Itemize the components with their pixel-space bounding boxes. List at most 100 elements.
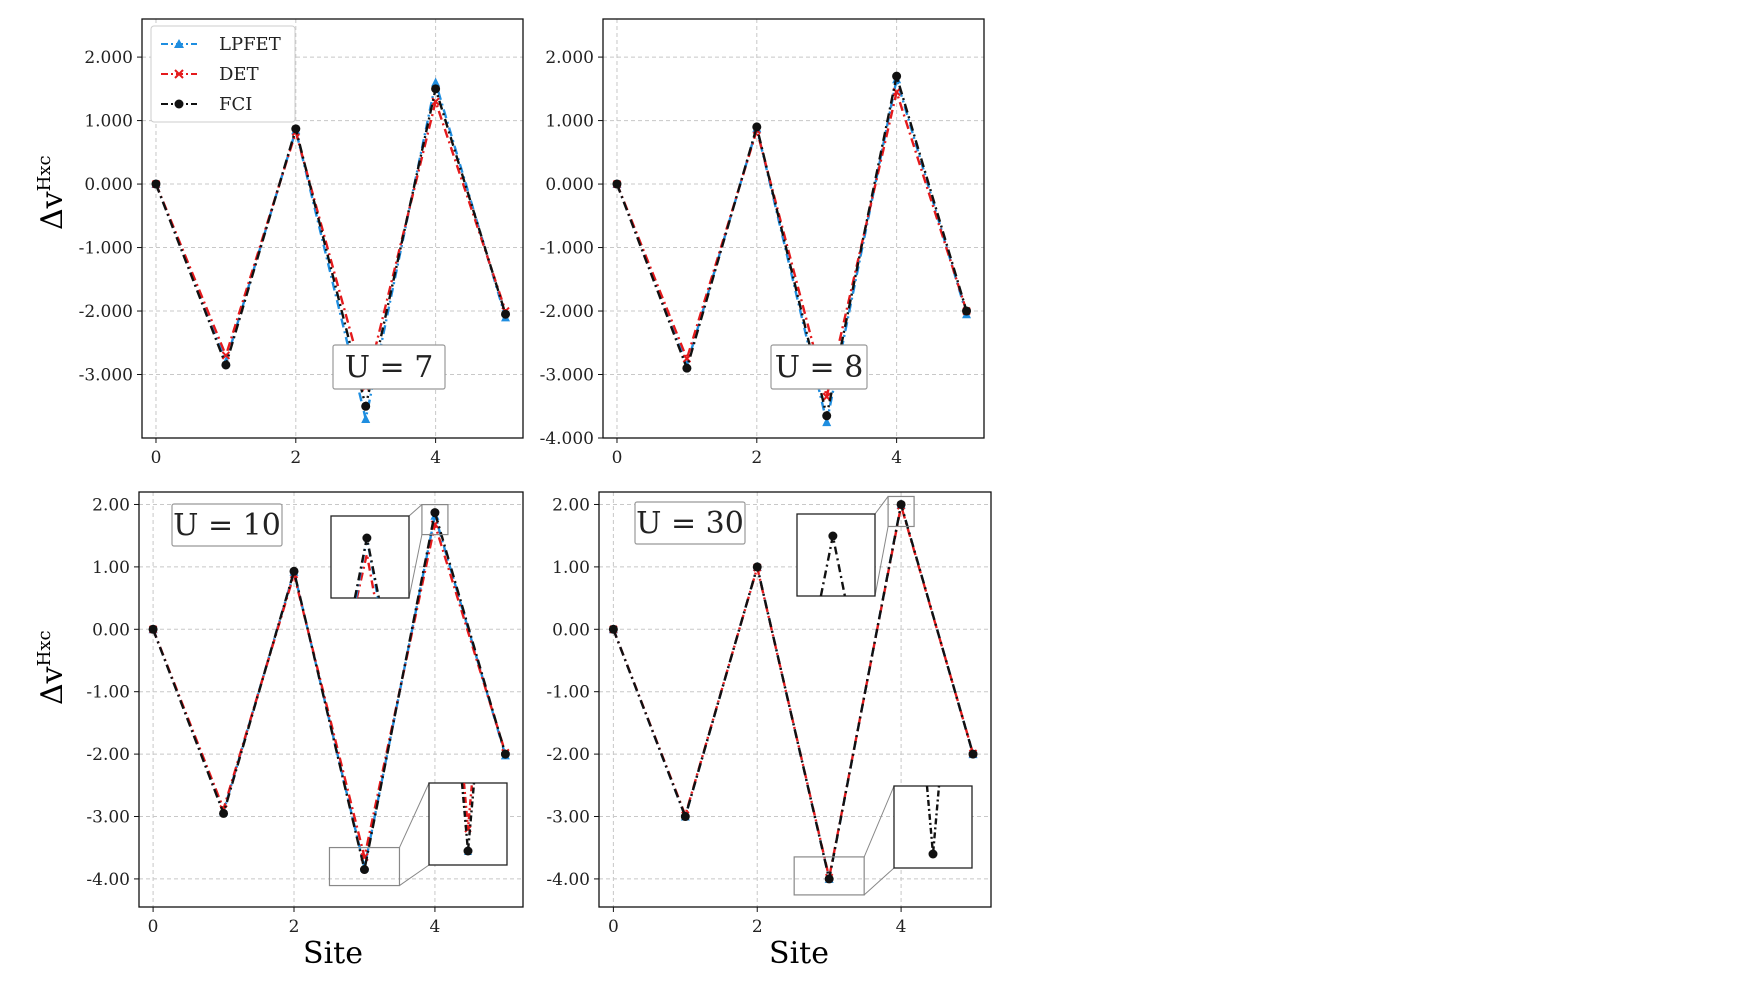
- inset-peak: [330, 503, 449, 599]
- point-fci: [219, 808, 229, 818]
- point-fci: [501, 309, 511, 319]
- inset-connector: [863, 785, 895, 858]
- triangle-marker-icon: [174, 39, 184, 48]
- ytick-label: -1.00: [546, 683, 590, 703]
- ytick-label: -4.00: [86, 870, 130, 890]
- ytick-label: -3.000: [79, 366, 133, 386]
- series-line-fci: [615, 74, 968, 417]
- point-fci: [680, 812, 690, 822]
- inset-source-box: [421, 503, 449, 536]
- ylabel-top: ΔvHxc: [34, 155, 70, 230]
- inset-source-box: [793, 856, 865, 896]
- ytick-label: 1.00: [92, 558, 130, 578]
- point-fci: [896, 499, 906, 509]
- xtick-label: 4: [891, 448, 902, 468]
- panels: 2.000 1.000 0.000 -1.000 -2.000 -3.000 0 2 4 U = …: [79, 18, 992, 937]
- ytick-label: 2.000: [84, 48, 133, 68]
- series-line-lpfet: [615, 78, 968, 424]
- point-fci: [822, 411, 832, 421]
- point-fci: [682, 363, 692, 373]
- point-fci: [148, 624, 158, 634]
- ytick-label: 2.000: [545, 48, 594, 68]
- inset-source-box: [887, 495, 915, 528]
- point-lpfet: [822, 417, 832, 427]
- ytick-label: 1.000: [545, 112, 594, 132]
- inset-connector: [874, 496, 889, 515]
- chart-panel-4: 2.00 1.00 0.00 -1.00 -2.00 -3.00 -4.00 0 2 4 U = 3…: [546, 491, 992, 937]
- point-fci: [892, 71, 902, 81]
- point-fci: [361, 401, 371, 411]
- inset-point-fci: [828, 531, 838, 541]
- series-line-lpfet: [151, 514, 507, 869]
- u-label-box: [634, 501, 746, 545]
- xtick-label: 2: [751, 448, 762, 468]
- ylabel-bottom-base: Δv: [35, 666, 70, 705]
- inset-point-fci: [463, 846, 473, 856]
- legend-entry-lpfet: LPFET: [161, 34, 281, 55]
- inset-frame: [796, 513, 876, 597]
- u-label: U = 10: [173, 508, 281, 543]
- ytick-label: 0.000: [545, 175, 594, 195]
- ytick-label: 0.00: [92, 620, 130, 640]
- axes-frame: [602, 18, 985, 439]
- inset-source-box: [328, 846, 401, 887]
- ytick-label: 1.000: [84, 112, 133, 132]
- inset-connector: [399, 782, 430, 848]
- inset-frame: [330, 515, 410, 599]
- point-fci: [608, 624, 618, 634]
- ytick-label: -3.00: [546, 808, 590, 828]
- point-fci: [824, 874, 834, 884]
- ylabel-bottom-sup: Hxc: [34, 630, 55, 666]
- legend-entry-fci: FCI: [161, 94, 252, 115]
- xtick-label: 0: [612, 448, 623, 468]
- inset-point-fci: [362, 533, 372, 543]
- inset-line-fci: [925, 785, 941, 855]
- point-fci: [289, 566, 299, 576]
- u-label-box: [332, 344, 446, 390]
- xtick-label: 2: [752, 917, 763, 937]
- inset-line-det: [355, 553, 377, 599]
- ytick-label: -1.000: [540, 239, 594, 259]
- ytick-label: -4.00: [546, 870, 590, 890]
- point-fci: [612, 179, 622, 189]
- ytick-label: -3.000: [540, 366, 594, 386]
- inset-point-fci: [928, 849, 938, 859]
- legend-label-fci: FCI: [219, 94, 252, 115]
- point-fci: [968, 749, 978, 759]
- xtick-label: 2: [289, 917, 300, 937]
- xtick-label: 4: [430, 917, 441, 937]
- ytick-label: -2.00: [546, 745, 590, 765]
- inset-connector: [408, 534, 423, 599]
- u-label-box: [770, 344, 868, 390]
- xtick-label: 2: [290, 448, 301, 468]
- u-label: U = 30: [636, 506, 744, 541]
- legend-label-lpfet: LPFET: [219, 34, 281, 55]
- series-line-fci: [612, 503, 975, 881]
- ytick-label: -3.00: [86, 808, 130, 828]
- point-fci: [752, 562, 762, 572]
- ylabel-top-base: Δv: [35, 191, 70, 230]
- u-label: U = 7: [345, 350, 434, 385]
- point-lpfet: [361, 413, 371, 423]
- circle-marker-icon: [174, 99, 184, 109]
- ytick-label: -2.000: [540, 302, 594, 322]
- point-fci: [500, 749, 510, 759]
- inset-valley: [793, 785, 973, 896]
- xtick-label: 4: [896, 917, 907, 937]
- ytick-label: 0.000: [84, 175, 133, 195]
- point-lpfet: [431, 77, 441, 87]
- axes-frame: [141, 18, 524, 439]
- xtick-label: 4: [430, 448, 441, 468]
- ytick-label: 2.00: [552, 495, 590, 515]
- chart-panel-2: 2.000 1.000 0.000 -1.000 -2.000 -3.000 -4.000 0…: [540, 18, 985, 468]
- inset-peak: [796, 495, 915, 597]
- inset-connector: [874, 526, 889, 597]
- point-fci: [291, 124, 301, 134]
- xlabel-left: Site: [303, 936, 363, 971]
- ytick-label: -4.000: [540, 429, 594, 449]
- ytick-label: -1.000: [79, 239, 133, 259]
- ytick-label: 2.00: [92, 495, 130, 515]
- series-line-fci: [151, 511, 507, 871]
- inset-connector: [863, 867, 895, 896]
